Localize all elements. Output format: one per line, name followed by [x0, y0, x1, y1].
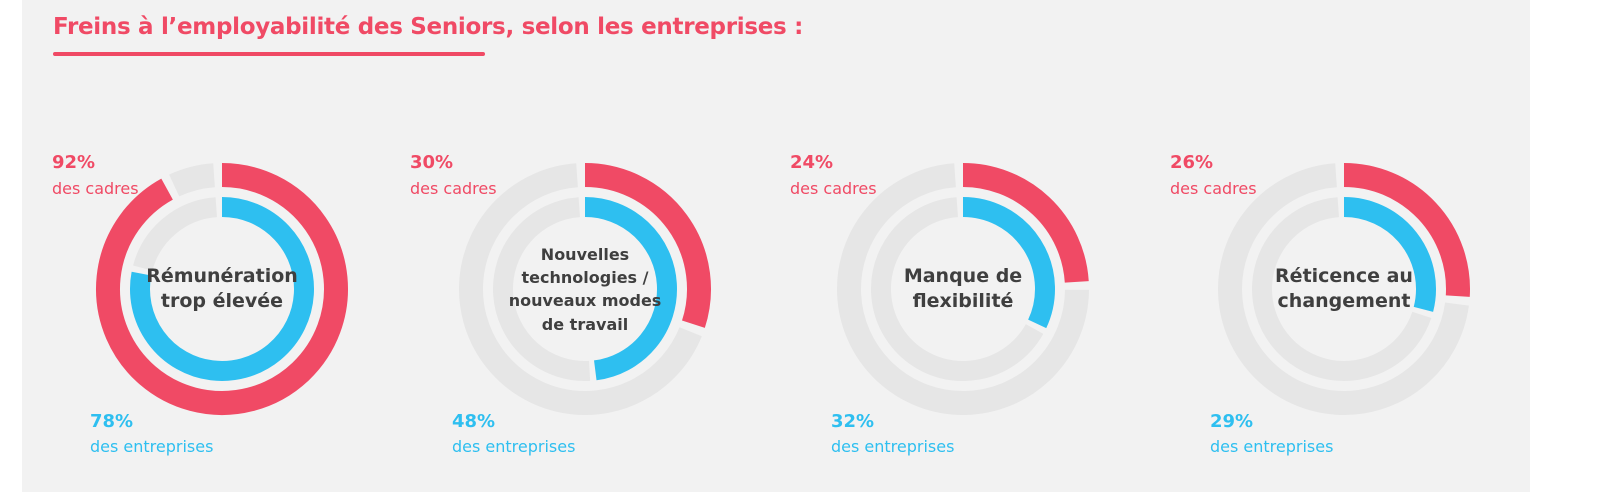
- donut-center-label: Rémunération trop élevée: [137, 264, 307, 315]
- donut-center-label: Manque de flexibilité: [878, 264, 1048, 315]
- entreprises-value-arc: [962, 197, 1055, 329]
- cadres-percent-label: 24%: [790, 152, 834, 173]
- entreprises-value-arc: [130, 197, 314, 381]
- entreprises-track-arc: [1252, 197, 1432, 381]
- entreprises-percent-label: 29%: [1210, 411, 1254, 432]
- donut-center-label-line: Nouvelles: [540, 245, 630, 264]
- cadres-percent-label: 92%: [52, 152, 96, 173]
- page-title: Freins à l’employabilité des Seniors, se…: [53, 14, 804, 40]
- entreprises-percent-label: 78%: [90, 411, 134, 432]
- entreprises-sublabel: des entreprises: [90, 437, 214, 456]
- cadres-value-arc: [1343, 163, 1470, 297]
- entreprises-sublabel: des entreprises: [1210, 437, 1334, 456]
- cadres-track-arc: [837, 163, 1089, 415]
- entreprises-value-arc: [1343, 197, 1436, 312]
- cadres-track-arc: [1218, 163, 1469, 415]
- donut-center-label-line: technologies /: [521, 268, 649, 288]
- cadres-sublabel: des cadres: [1170, 179, 1257, 198]
- entreprises-sublabel: des entreprises: [452, 437, 576, 456]
- entreprises-sublabel: des entreprises: [831, 437, 955, 456]
- cadres-percent-label: 26%: [1170, 152, 1214, 173]
- donut-center-label-line: trop élevée: [160, 290, 284, 313]
- cadres-percent-label: 30%: [410, 152, 454, 173]
- entreprises-percent-label: 48%: [452, 411, 496, 432]
- cadres-value-arc: [962, 163, 1089, 283]
- cadres-value-arc: [96, 163, 348, 415]
- donut-center-label-line: de travail: [541, 314, 629, 334]
- donut-center-label-line: Réticence au: [1275, 265, 1413, 287]
- cadres-sublabel: des cadres: [790, 179, 877, 198]
- title-underline: [53, 52, 485, 56]
- entreprises-value-arc: [584, 197, 677, 381]
- entreprises-track-arc: [133, 197, 218, 271]
- donut-center-label-line: flexibilité: [912, 290, 1014, 313]
- donut-center-label-line: nouveaux modes: [508, 291, 662, 311]
- cadres-track-arc: [459, 163, 702, 415]
- donut-center-label: Réticence au changement: [1259, 264, 1429, 315]
- entreprises-track-arc: [871, 197, 1044, 381]
- cadres-value-arc: [584, 163, 711, 328]
- donut-center-label: Nouvelles technologies / nouveaux modes de …: [500, 243, 670, 336]
- donut-center-label-line: Rémunération: [146, 265, 298, 287]
- cadres-sublabel: des cadres: [52, 179, 139, 198]
- cadres-track-arc: [169, 163, 216, 197]
- donut-center-label-line: Manque de: [903, 265, 1023, 287]
- entreprises-percent-label: 32%: [831, 411, 875, 432]
- donut-center-label-line: changement: [1277, 290, 1411, 313]
- entreprises-track-arc: [493, 197, 591, 381]
- cadres-sublabel: des cadres: [410, 179, 497, 198]
